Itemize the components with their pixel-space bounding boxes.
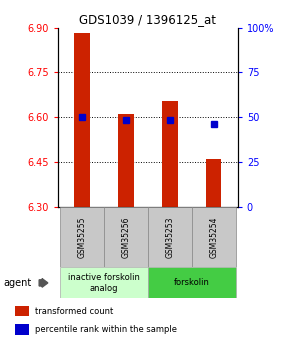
Bar [14,306,29,316]
Bar [60,207,104,267]
Text: GSM35256: GSM35256 [122,216,130,258]
Text: forskolin: forskolin [174,278,210,287]
Bar [118,114,134,207]
FancyArrow shape [39,279,48,287]
Bar [14,324,29,335]
Title: GDS1039 / 1396125_at: GDS1039 / 1396125_at [79,13,216,27]
Bar [60,267,148,298]
Text: agent: agent [3,278,31,288]
Text: GSM35253: GSM35253 [165,216,174,258]
Text: GSM35254: GSM35254 [209,216,218,258]
Text: transformed count: transformed count [35,307,113,316]
Bar [104,207,148,267]
Text: percentile rank within the sample: percentile rank within the sample [35,325,177,334]
Bar [162,101,177,207]
Bar [192,207,235,267]
Bar [148,267,235,298]
Bar [148,207,192,267]
Bar [75,33,90,207]
Bar [206,159,221,207]
Text: GSM35255: GSM35255 [78,216,87,258]
Text: inactive forskolin
analog: inactive forskolin analog [68,273,140,293]
